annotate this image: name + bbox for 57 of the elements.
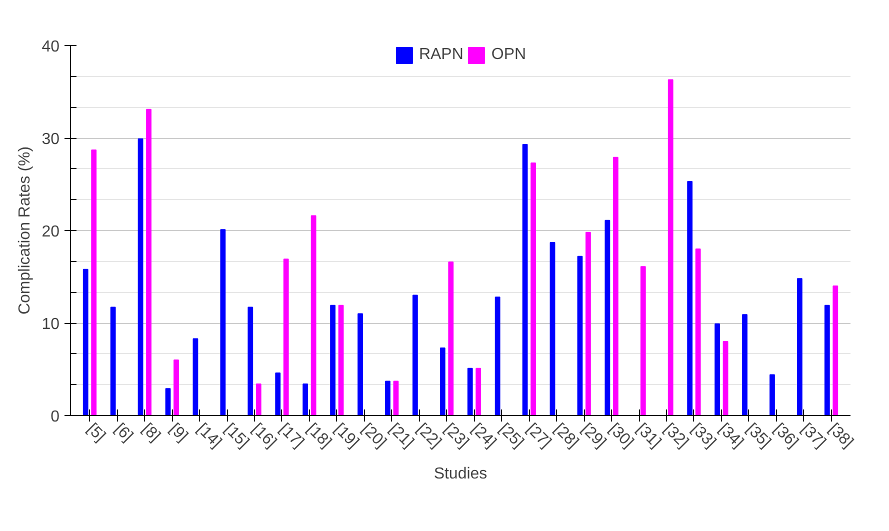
bar	[494, 296, 500, 416]
bar	[358, 313, 363, 416]
bar	[467, 368, 473, 416]
y-tick-label: 0	[50, 408, 60, 426]
bar	[640, 266, 646, 416]
x-tick-label: [9]	[166, 420, 191, 446]
bar	[604, 220, 610, 416]
bar	[248, 306, 254, 416]
bar	[220, 229, 226, 416]
bar	[530, 162, 536, 416]
bar	[714, 323, 720, 416]
bar	[192, 338, 198, 416]
bar	[824, 304, 830, 416]
bar	[283, 258, 289, 416]
bar	[385, 380, 390, 416]
bar	[687, 180, 693, 416]
bar	[612, 156, 618, 416]
bar	[91, 150, 97, 416]
x-tick-label: [6]	[111, 420, 136, 446]
bar	[832, 286, 838, 416]
bar	[722, 341, 728, 416]
bar	[146, 108, 152, 416]
x-tick-label: [8]	[138, 420, 164, 446]
y-tick-label: 40	[42, 38, 60, 56]
bar	[412, 294, 418, 416]
y-tick-label: 10	[42, 316, 60, 333]
bar	[550, 242, 556, 416]
y-tick-label: 30	[42, 131, 60, 148]
y-tick-label: 20	[42, 224, 60, 240]
bar	[440, 347, 446, 416]
bar	[338, 304, 344, 416]
bar	[695, 248, 701, 416]
y-axis-title: Complication Rates (%)	[16, 146, 34, 315]
bar	[476, 368, 482, 416]
bar	[165, 388, 171, 416]
x-tick-label: [5]	[84, 420, 108, 446]
bar	[82, 268, 88, 416]
bar	[275, 372, 281, 416]
bar	[393, 380, 399, 416]
bar	[668, 79, 674, 416]
bar	[586, 232, 591, 416]
bar	[796, 278, 802, 416]
bar	[448, 261, 454, 416]
bar	[522, 144, 528, 416]
bar	[330, 304, 336, 416]
legend-label: RAPN	[418, 46, 464, 64]
legend-label: OPN	[491, 46, 526, 64]
bar	[742, 314, 748, 416]
bar	[174, 360, 179, 416]
bar	[310, 215, 316, 416]
bar	[138, 138, 144, 416]
bar	[770, 374, 775, 416]
bar	[577, 256, 583, 416]
bar	[256, 384, 262, 416]
bar	[302, 384, 308, 416]
bar	[110, 306, 116, 416]
x-axis-title: Studies	[434, 465, 488, 482]
